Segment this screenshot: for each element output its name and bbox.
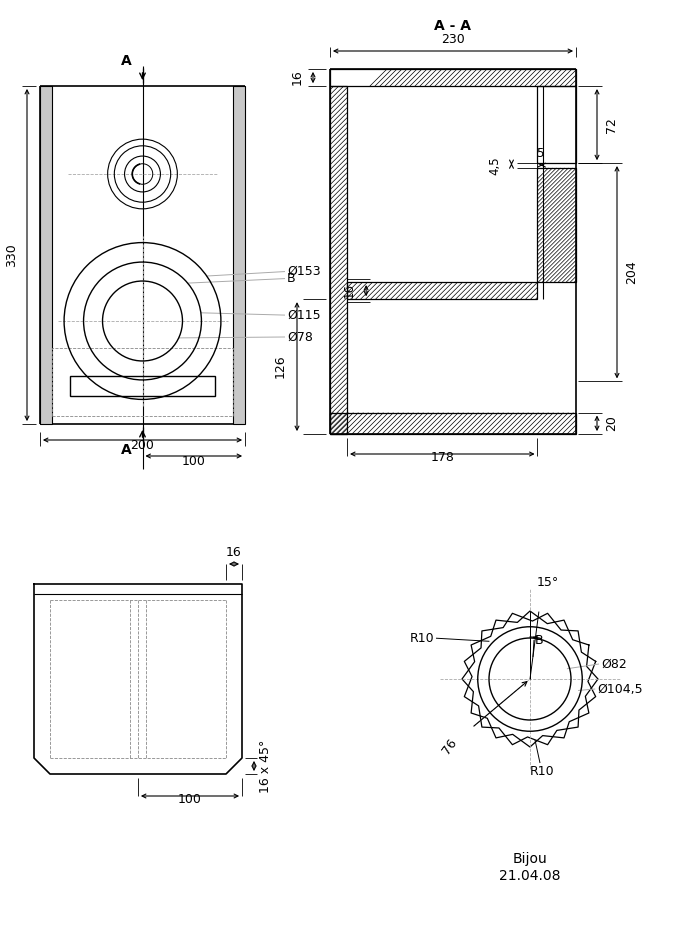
Text: 100: 100 — [182, 455, 206, 468]
Text: 16: 16 — [291, 70, 304, 85]
Text: Ø104,5: Ø104,5 — [597, 683, 643, 696]
Text: 4,5: 4,5 — [489, 156, 501, 175]
Text: 126: 126 — [274, 355, 287, 379]
Text: A: A — [121, 443, 132, 457]
Text: 21.04.08: 21.04.08 — [499, 869, 561, 883]
Bar — [233, 86, 245, 424]
Text: 76: 76 — [440, 736, 460, 756]
Text: 200: 200 — [131, 439, 155, 452]
Text: 16: 16 — [226, 546, 242, 559]
Text: Ø153: Ø153 — [287, 265, 321, 278]
Bar — [538, 168, 576, 282]
Bar — [330, 413, 576, 434]
Text: Ø78: Ø78 — [287, 330, 313, 344]
Bar — [347, 282, 538, 299]
Bar — [40, 86, 52, 424]
Text: 16 x 45°: 16 x 45° — [259, 739, 272, 793]
Text: R10: R10 — [530, 765, 554, 778]
Text: 204: 204 — [625, 261, 638, 284]
Bar — [52, 348, 233, 416]
Text: Ø82: Ø82 — [601, 658, 626, 670]
Text: 178: 178 — [430, 451, 454, 464]
Bar — [70, 376, 215, 396]
Text: 330: 330 — [5, 244, 18, 267]
Text: 72: 72 — [605, 117, 618, 132]
Text: 5: 5 — [536, 147, 544, 160]
Text: R10: R10 — [410, 632, 434, 645]
Text: 16: 16 — [343, 283, 356, 298]
Bar — [330, 69, 576, 86]
Bar — [538, 86, 576, 163]
Text: B: B — [535, 633, 544, 647]
Text: Bijou: Bijou — [512, 852, 547, 866]
Text: B: B — [287, 272, 295, 285]
Text: A: A — [121, 54, 132, 68]
Text: A - A: A - A — [435, 19, 472, 33]
Text: 230: 230 — [441, 33, 465, 46]
Text: 100: 100 — [178, 793, 202, 806]
Text: 20: 20 — [605, 415, 618, 431]
Bar — [330, 86, 347, 434]
Text: 15°: 15° — [537, 576, 559, 589]
Text: Ø115: Ø115 — [287, 309, 321, 322]
